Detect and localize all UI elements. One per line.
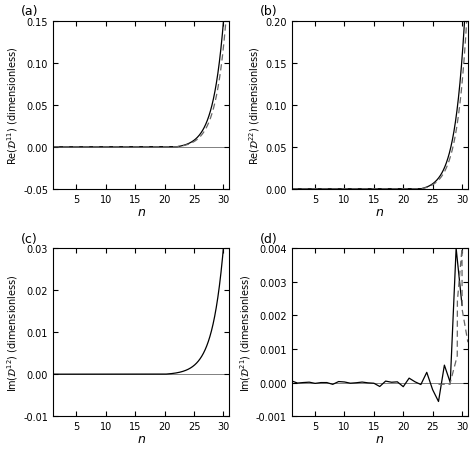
Text: (a): (a) xyxy=(21,5,39,18)
X-axis label: $n$: $n$ xyxy=(137,206,146,219)
X-axis label: $n$: $n$ xyxy=(375,206,384,219)
Y-axis label: Im($\mathcal{D}^{21}$) (dimensionless): Im($\mathcal{D}^{21}$) (dimensionless) xyxy=(238,274,253,391)
Y-axis label: Im($\mathcal{D}^{12}$) (dimensionless): Im($\mathcal{D}^{12}$) (dimensionless) xyxy=(6,274,20,391)
Text: (d): (d) xyxy=(260,232,278,245)
X-axis label: $n$: $n$ xyxy=(137,433,146,446)
Text: (c): (c) xyxy=(21,232,38,245)
Y-axis label: Re($\mathcal{D}^{22}$) (dimensionless): Re($\mathcal{D}^{22}$) (dimensionless) xyxy=(248,46,263,165)
Text: (b): (b) xyxy=(260,5,277,18)
X-axis label: $n$: $n$ xyxy=(375,433,384,446)
Y-axis label: Re($\mathcal{D}^{11}$) (dimensionless): Re($\mathcal{D}^{11}$) (dimensionless) xyxy=(6,46,20,165)
